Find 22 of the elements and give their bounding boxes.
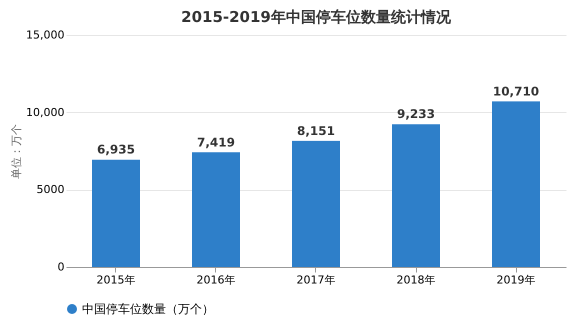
x-tick-label: 2018年 — [396, 274, 436, 286]
bar — [192, 152, 240, 267]
bar — [92, 160, 140, 267]
bar — [292, 140, 340, 267]
bar — [492, 101, 540, 267]
x-tick-label: 2016年 — [196, 274, 236, 286]
text: 6,935 — [97, 142, 135, 157]
text: 10,710 — [492, 84, 540, 98]
text: 8,151 — [297, 124, 335, 138]
y-tick-label: 10,000 — [26, 106, 64, 119]
y-tick-label: 5000 — [36, 183, 64, 196]
y-tick-label: 0 — [58, 260, 64, 274]
bar — [392, 124, 440, 267]
text: 7,419 — [197, 135, 235, 150]
text: 9,233 — [397, 107, 435, 122]
x-tick-label: 2017年 — [296, 274, 336, 286]
x-tick-label: 2015年 — [96, 274, 136, 286]
y-axis-title: 单位：万个 — [10, 124, 24, 179]
legend-label: 中国停车位数量（万个） — [82, 302, 214, 316]
x-tick-label: 2019年 — [496, 274, 536, 286]
y-tick-label: 15,000 — [26, 28, 64, 42]
chart-title: 2015-2019年中国停车位数量统计情况 — [181, 8, 452, 26]
